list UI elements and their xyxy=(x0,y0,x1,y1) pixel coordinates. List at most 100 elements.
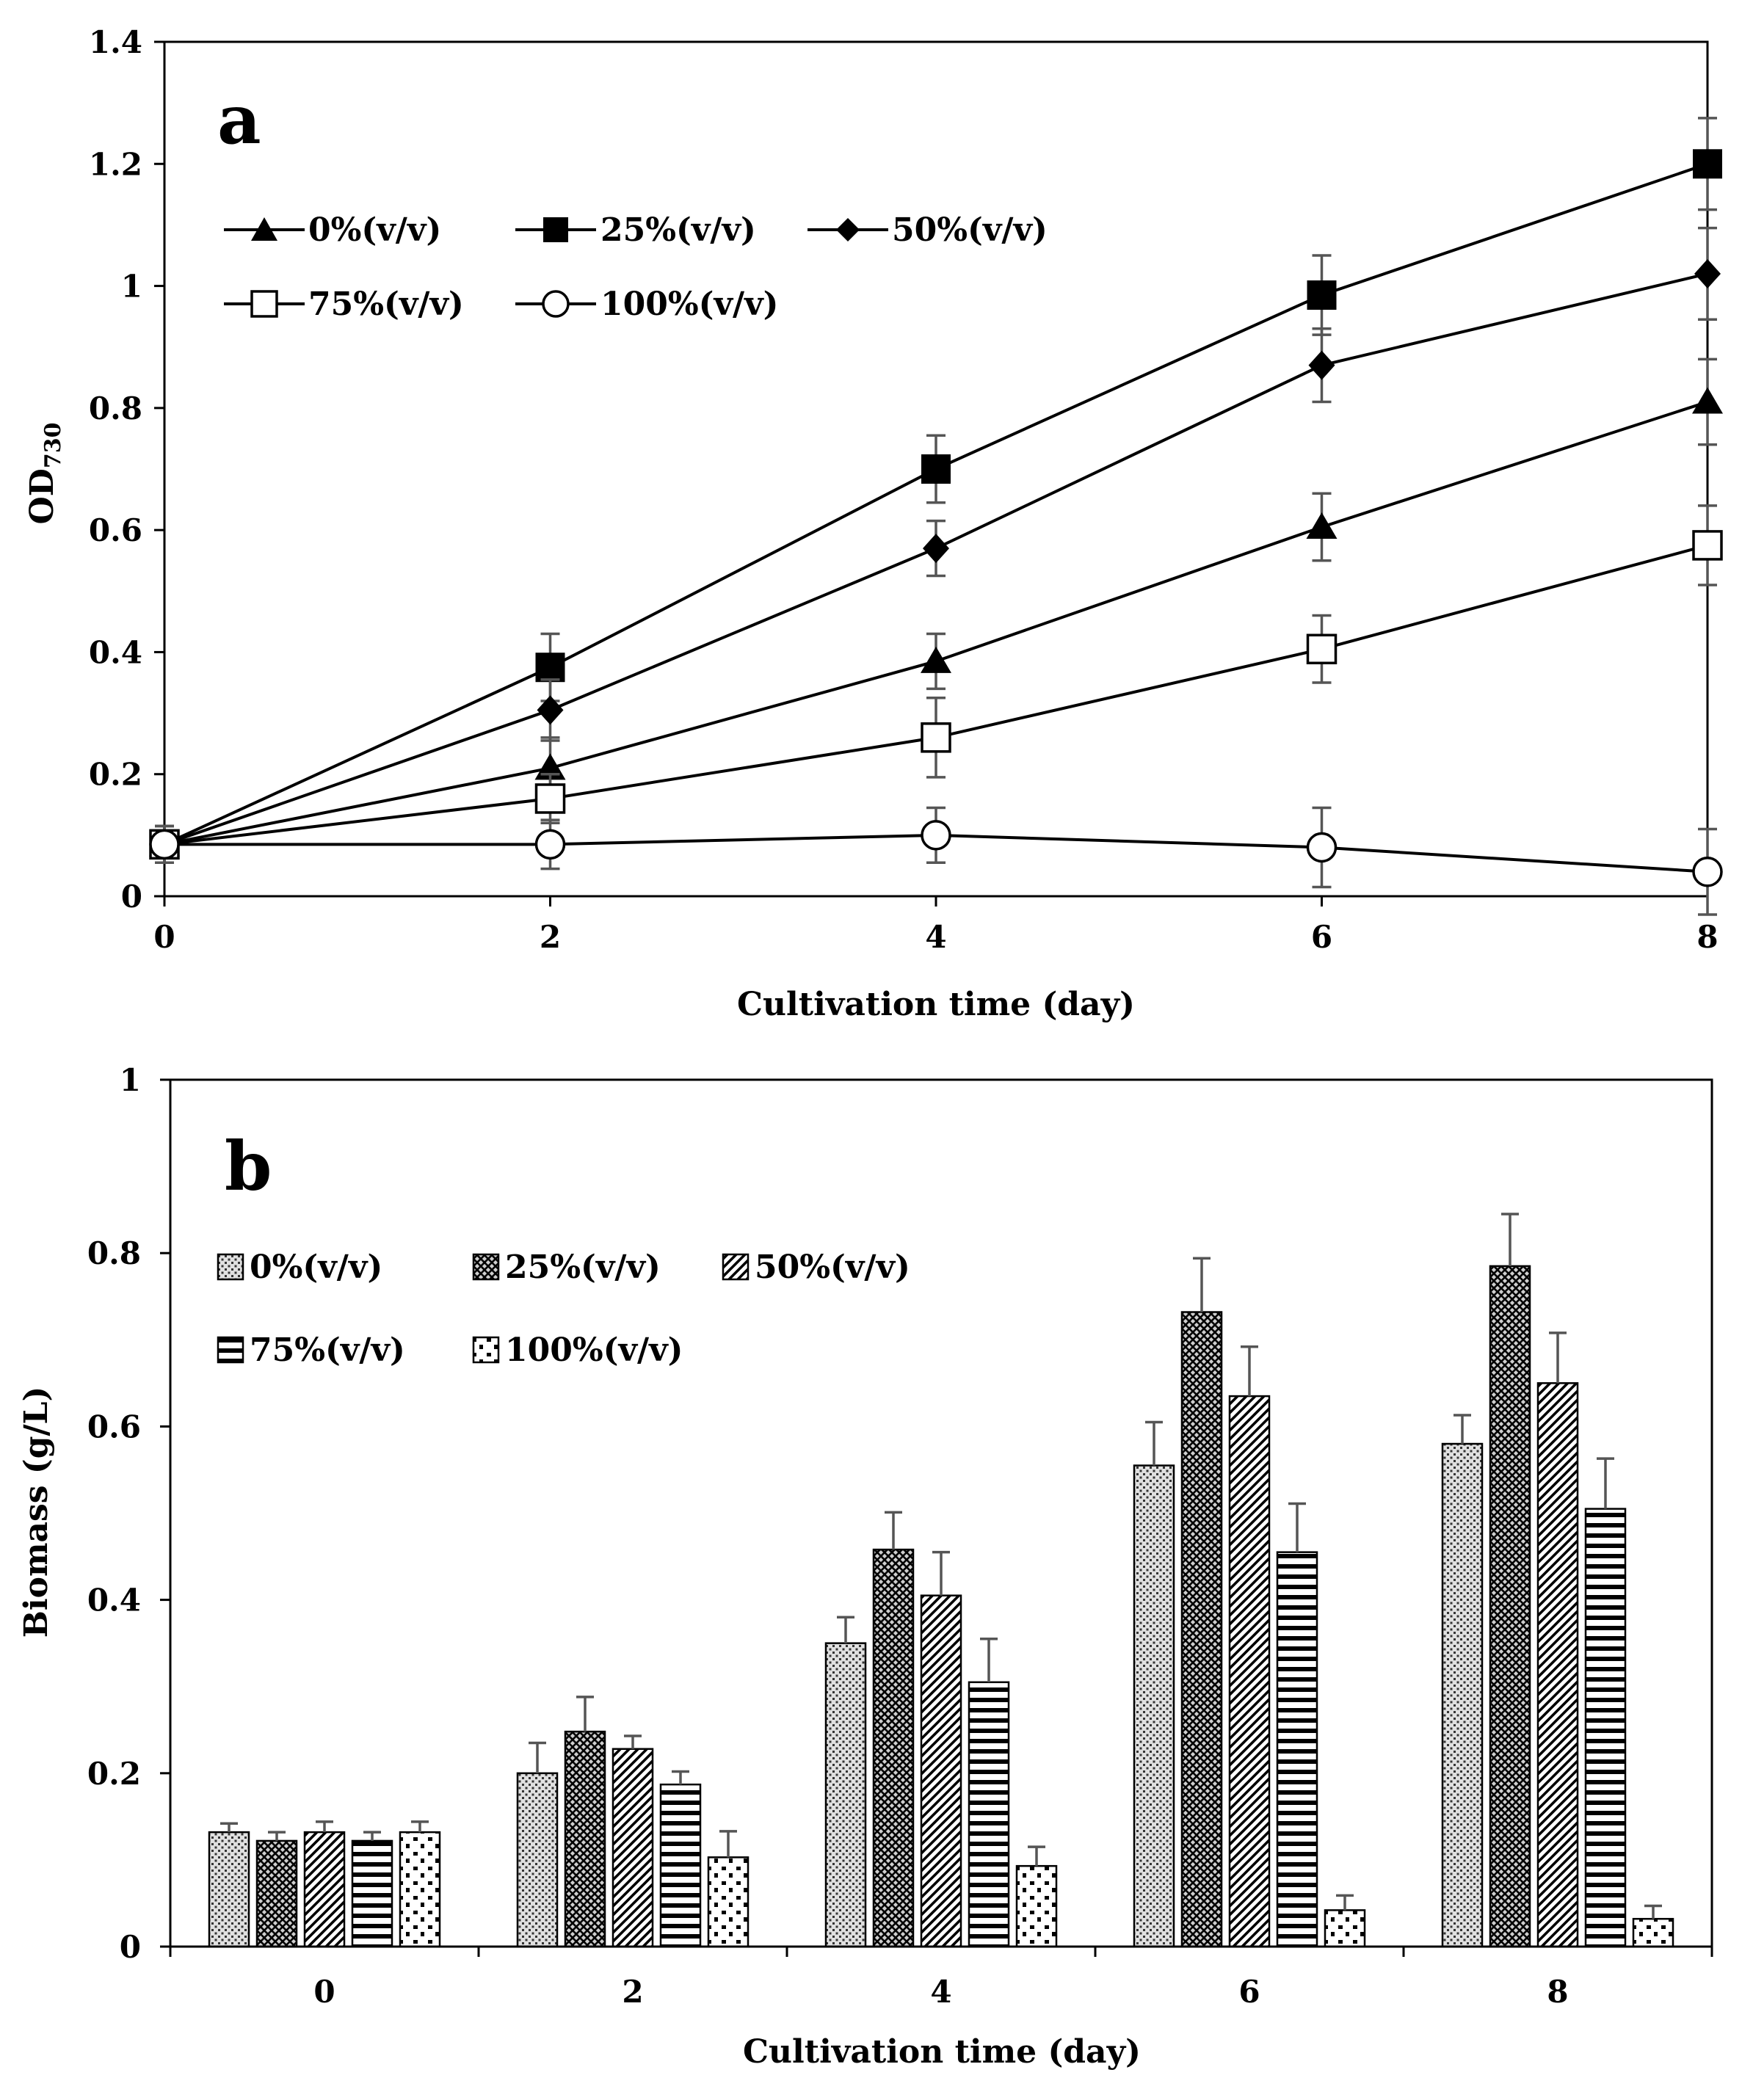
y-tick-label: 0 xyxy=(121,879,142,915)
legend-label-100pct: 100%(v/v) xyxy=(600,286,779,323)
x-tick-label: 6 xyxy=(1311,919,1332,955)
bar-100pct xyxy=(1324,1909,1366,1948)
legend-item-100pct: 100%(v/v) xyxy=(515,286,779,323)
bar-0pct xyxy=(516,1772,559,1948)
data-point-open-square xyxy=(1306,633,1338,665)
bar-100pct xyxy=(707,1856,750,1948)
data-point-square xyxy=(535,653,565,683)
panel-a-x-axis-title: Cultivation time (day) xyxy=(737,986,1135,1023)
data-point-open-circle xyxy=(1692,856,1723,887)
y-tick-label: 0.8 xyxy=(89,390,142,426)
bar-25pct xyxy=(1180,1311,1223,1948)
legend-label-25pct: 25%(v/v) xyxy=(600,211,756,249)
panel-a-line-chart: a Cultivation time (day) OD730 0 2 4 6 8 0 0.… xyxy=(23,24,1723,1023)
legend-item-0pct: 0%(v/v) xyxy=(224,211,441,249)
legend-marker-100pct-open-circle-icon xyxy=(542,290,570,318)
data-point-square xyxy=(921,454,951,484)
bar-50pct xyxy=(1228,1395,1271,1948)
bar-75pct xyxy=(1584,1508,1627,1948)
bar-0pct xyxy=(208,1831,250,1948)
series-100pct xyxy=(149,806,1723,916)
legend-marker-50pct-diamond-icon xyxy=(836,218,860,241)
y-tick-label: 0.4 xyxy=(89,634,142,670)
data-point-square xyxy=(1693,149,1722,179)
legend-label-75pct: 75%(v/v) xyxy=(308,286,464,323)
data-point-triangle xyxy=(1692,387,1723,414)
bar-75pct xyxy=(351,1839,393,1948)
legend-item-25pct: 25%(v/v) xyxy=(515,211,756,249)
panel-b-y-axis-title: Biomass (g/L) xyxy=(18,1387,55,1638)
bar-75pct xyxy=(1276,1551,1318,1948)
y-tick-label: 1.4 xyxy=(89,24,142,60)
panel-a-y-axis-title-main: OD xyxy=(23,468,61,524)
y-tick-label: 0.8 xyxy=(87,1235,141,1271)
bar-legend-swatch-75pct xyxy=(217,1336,244,1364)
bar-legend-swatch-100pct xyxy=(472,1336,500,1364)
y-tick-label: 1 xyxy=(120,1062,141,1098)
data-point-open-circle xyxy=(534,829,566,860)
bar-legend-label-25pct: 25%(v/v) xyxy=(505,1249,661,1286)
x-tick-label: 4 xyxy=(925,919,946,955)
bar-legend-label-0pct: 0%(v/v) xyxy=(250,1249,382,1286)
series-75pct xyxy=(149,504,1723,865)
bar-25pct xyxy=(872,1548,915,1948)
bar-legend-item-25pct: 25%(v/v) xyxy=(472,1249,661,1286)
data-point-open-circle xyxy=(921,820,951,851)
legend-marker-0pct-triangle-icon xyxy=(251,217,277,241)
panel-a-series xyxy=(149,117,1723,916)
bar-25pct xyxy=(255,1839,298,1948)
y-tick-label: 0.2 xyxy=(89,757,142,793)
bar-legend-label-75pct: 75%(v/v) xyxy=(250,1331,405,1369)
panel-a-y-axis-title: OD730 xyxy=(23,422,66,524)
bar-0pct xyxy=(1133,1464,1175,1948)
bar-0pct xyxy=(1441,1442,1484,1948)
bar-legend-swatch-0pct xyxy=(217,1253,244,1281)
legend-label-50pct: 50%(v/v) xyxy=(892,211,1048,249)
panel-a-legend: 0%(v/v) 25%(v/v) 50%(v/v) 75%(v/v) 100%( xyxy=(224,211,1048,323)
bar-legend-item-0pct: 0%(v/v) xyxy=(217,1249,382,1286)
bar-0pct xyxy=(824,1642,867,1948)
panel-b-plot-frame xyxy=(169,1078,1713,1948)
bar-75pct xyxy=(659,1783,702,1948)
y-tick-label: 0.6 xyxy=(89,512,142,548)
panel-b-y-ticks: 0 0.2 0.4 0.6 0.8 1 xyxy=(87,1062,170,1965)
data-point-diamond xyxy=(1694,258,1721,288)
bar-legend-item-75pct: 75%(v/v) xyxy=(217,1331,405,1369)
bar-25pct xyxy=(1489,1265,1531,1948)
panel-a-label: a xyxy=(217,80,261,159)
y-tick-label: 0 xyxy=(120,1929,141,1965)
data-point-open-circle xyxy=(1306,832,1338,863)
bar-50pct xyxy=(1536,1382,1579,1948)
data-point-open-square xyxy=(534,783,566,814)
panel-a-y-axis-title-subscript: 730 xyxy=(40,422,66,468)
panel-b-x-axis-title: Cultivation time (day) xyxy=(743,2033,1141,2071)
panel-b-x-ticks: 0 2 4 6 8 xyxy=(169,1947,1713,2010)
bar-legend-swatch-25pct xyxy=(472,1253,500,1281)
legend-item-50pct: 50%(v/v) xyxy=(808,211,1048,249)
bar-legend-swatch-50pct xyxy=(722,1253,750,1281)
data-point-diamond xyxy=(923,534,949,564)
data-point-diamond xyxy=(1308,350,1335,380)
y-tick-label: 0.4 xyxy=(87,1583,141,1618)
legend-item-75pct: 75%(v/v) xyxy=(224,286,464,323)
x-tick-label: 8 xyxy=(1547,1974,1568,2010)
panel-b-bar-chart: b Cultivation time (day) Biomass (g/L) 0… xyxy=(18,1062,1713,2071)
data-point-triangle xyxy=(921,646,951,673)
bar-legend-item-100pct: 100%(v/v) xyxy=(472,1331,683,1369)
legend-marker-75pct-open-square-icon xyxy=(250,290,278,318)
bar-25pct xyxy=(564,1730,606,1948)
x-tick-label: 0 xyxy=(313,1974,335,2010)
panel-a-x-ticks: 0 2 4 6 8 xyxy=(153,896,1719,955)
legend-marker-25pct-square-icon xyxy=(543,217,568,242)
x-tick-label: 0 xyxy=(153,919,175,955)
bar-legend-label-100pct: 100%(v/v) xyxy=(505,1331,683,1369)
data-point-open-circle xyxy=(149,829,180,860)
y-tick-label: 1 xyxy=(121,269,142,305)
bar-100pct xyxy=(1632,1917,1674,1948)
panel-a-y-ticks: 0 0.2 0.4 0.6 0.8 1 1.2 1.4 xyxy=(89,24,164,915)
x-tick-label: 8 xyxy=(1696,919,1718,955)
data-point-open-square xyxy=(921,722,951,753)
bar-75pct xyxy=(968,1681,1010,1948)
legend-label-0pct: 0%(v/v) xyxy=(308,211,441,249)
